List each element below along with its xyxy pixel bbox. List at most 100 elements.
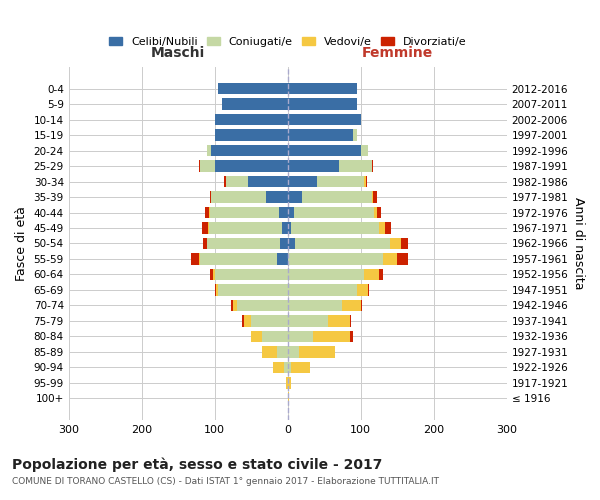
Bar [222,98,287,110]
Bar [199,253,200,265]
Bar [244,315,251,326]
Bar [199,160,200,172]
Bar [379,268,383,280]
Bar [292,362,310,373]
Bar [266,191,287,203]
Bar [313,330,350,342]
Bar [209,206,279,218]
Bar [373,191,377,203]
Bar [287,98,357,110]
Bar [374,206,377,218]
Text: COMUNE DI TORANO CASTELLO (CS) - Dati ISTAT 1° gennaio 2017 - Elaborazione TUTTI: COMUNE DI TORANO CASTELLO (CS) - Dati IS… [12,478,439,486]
Bar [215,160,287,172]
Bar [211,145,287,156]
Bar [279,206,287,218]
Bar [339,160,371,172]
Bar [287,377,292,388]
Bar [277,346,287,358]
Bar [218,284,287,296]
Bar [287,253,383,265]
Bar [232,300,233,311]
Bar [287,176,317,188]
Bar [302,191,371,203]
Bar [287,346,299,358]
Bar [209,268,213,280]
Bar [287,191,302,203]
Bar [328,315,350,326]
Bar [287,160,339,172]
Bar [292,222,379,234]
Bar [211,191,266,203]
Bar [371,160,373,172]
Bar [208,145,211,156]
Bar [218,83,287,94]
Bar [299,346,335,358]
Bar [390,238,401,250]
Bar [286,377,287,388]
Bar [287,392,289,404]
Bar [377,206,381,218]
Bar [287,300,343,311]
Bar [226,176,248,188]
Bar [368,284,370,296]
Bar [287,145,361,156]
Bar [273,362,284,373]
Bar [251,315,287,326]
Bar [361,300,362,311]
Bar [213,268,215,280]
Bar [191,253,199,265]
Y-axis label: Fasce di età: Fasce di età [15,206,28,281]
Bar [287,362,292,373]
Bar [287,222,292,234]
Bar [371,191,373,203]
Bar [287,238,295,250]
Bar [287,206,293,218]
Y-axis label: Anni di nascita: Anni di nascita [572,197,585,290]
Bar [209,222,282,234]
Bar [364,268,379,280]
Bar [287,268,364,280]
Bar [215,114,287,126]
Bar [202,222,208,234]
Bar [317,176,364,188]
Bar [287,83,357,94]
Bar [350,330,353,342]
Bar [287,130,353,141]
Bar [224,176,226,188]
Bar [282,222,287,234]
Bar [343,300,361,311]
Bar [215,284,216,296]
Legend: Celibi/Nubili, Coniugati/e, Vedovi/e, Divorziati/e: Celibi/Nubili, Coniugati/e, Vedovi/e, Di… [106,34,470,50]
Bar [401,238,408,250]
Bar [361,145,368,156]
Bar [233,300,236,311]
Bar [383,253,397,265]
Bar [277,253,287,265]
Bar [295,238,390,250]
Bar [200,160,215,172]
Bar [262,346,277,358]
Bar [251,330,262,342]
Bar [242,315,244,326]
Bar [205,206,209,218]
Text: Maschi: Maschi [151,46,205,60]
Bar [206,238,208,250]
Bar [280,238,287,250]
Bar [366,176,367,188]
Bar [208,222,209,234]
Text: Femmine: Femmine [362,46,433,60]
Bar [287,315,328,326]
Bar [379,222,385,234]
Bar [236,300,287,311]
Bar [200,253,277,265]
Bar [287,284,357,296]
Text: Popolazione per età, sesso e stato civile - 2017: Popolazione per età, sesso e stato civil… [12,458,382,472]
Bar [385,222,391,234]
Bar [350,315,351,326]
Bar [209,191,211,203]
Bar [284,362,287,373]
Bar [293,206,374,218]
Bar [248,176,287,188]
Bar [397,253,408,265]
Bar [262,330,287,342]
